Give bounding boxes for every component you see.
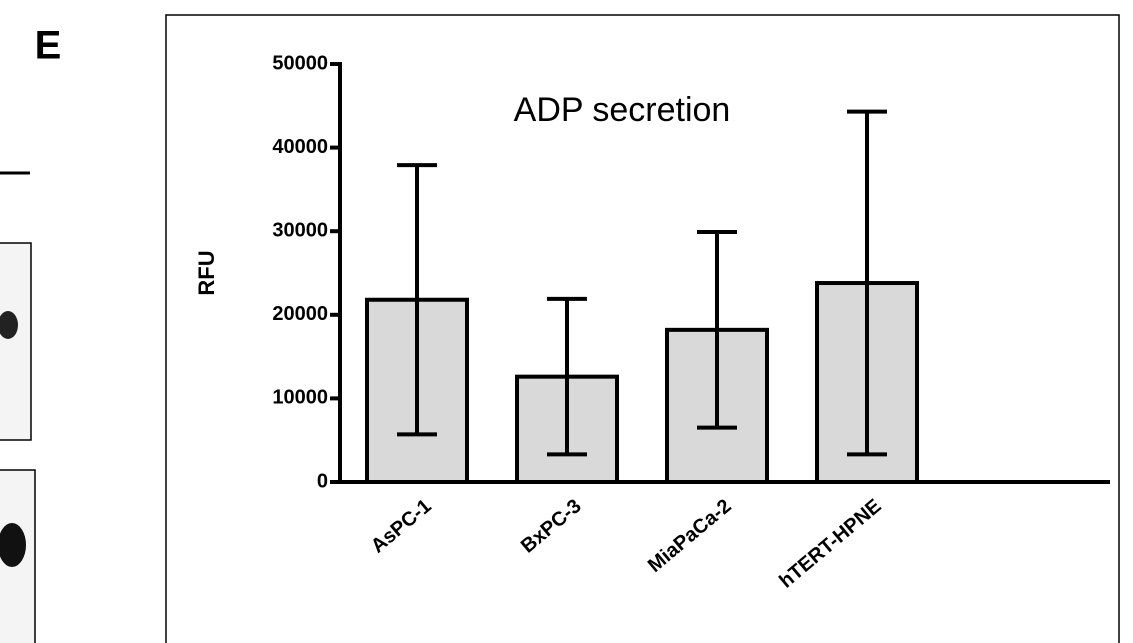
error-bar [547,296,587,457]
x-tick-label: hTERT-HPNE [775,495,885,593]
y-tick-label: 50000 [272,52,328,74]
error-bar [847,109,887,457]
x-tick-label: BxPC-3 [517,495,586,558]
panel-label: E [35,24,62,68]
y-tick-label: 20000 [272,303,328,325]
error-bar [697,230,737,430]
chart-frame [165,14,1120,643]
chart-title: ADP secretion [514,91,731,129]
blot-fragment [0,171,36,643]
y-tick-label: 10000 [272,387,328,409]
y-tick-label: 40000 [272,136,328,158]
x-tick-label: AsPC-1 [367,495,436,558]
x-tick-label: MiaPaCa-2 [644,495,736,577]
y-tick-label: 30000 [272,219,328,241]
y-axis-title: RFU [194,250,219,295]
y-tick-label: 0 [317,470,328,492]
error-bar [397,163,437,437]
